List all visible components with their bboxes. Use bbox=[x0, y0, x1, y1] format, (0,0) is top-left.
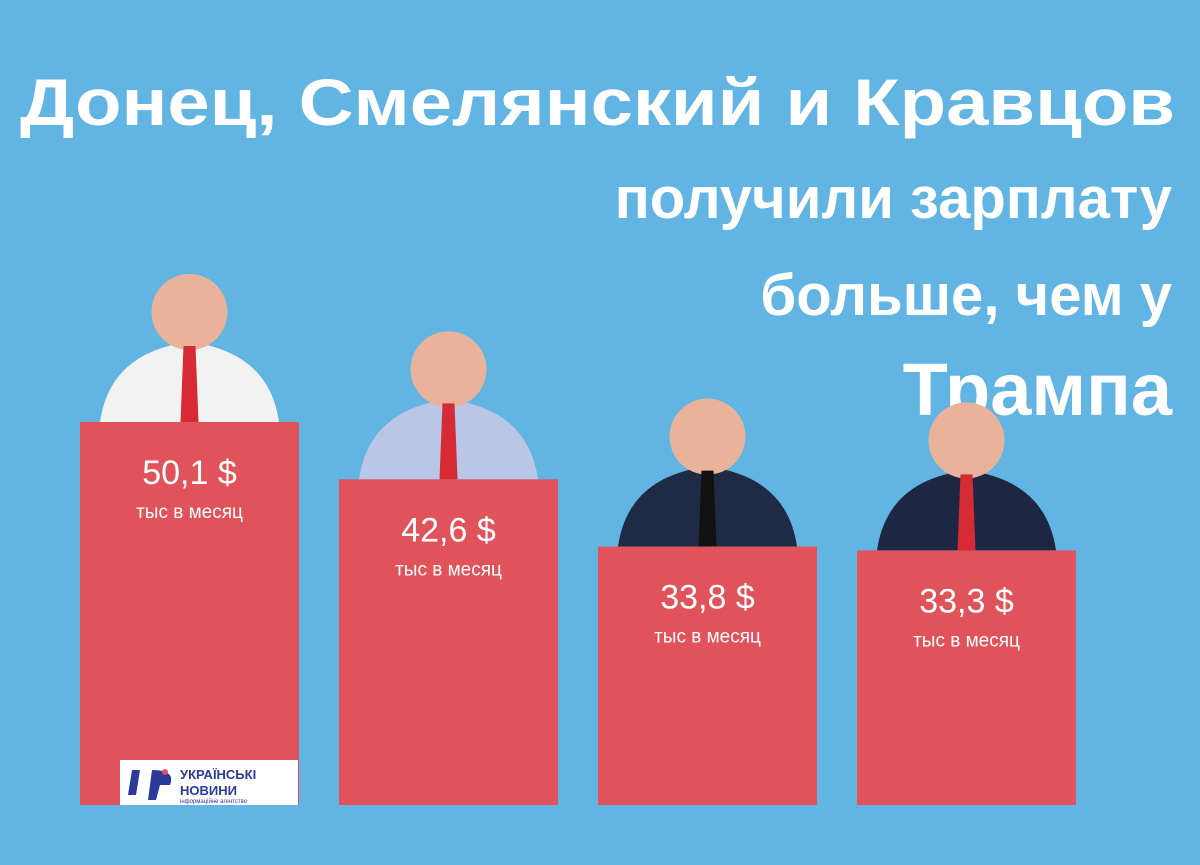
person-photo bbox=[877, 402, 1056, 551]
person-tie bbox=[439, 403, 458, 480]
unit-label: тыс в месяц bbox=[395, 559, 502, 580]
unit-label: тыс в месяц bbox=[136, 502, 243, 523]
logo-dot bbox=[162, 769, 168, 775]
person-photo bbox=[100, 274, 279, 422]
logo-name: НОВИНИ bbox=[180, 783, 237, 798]
unit-label: тыс в месяц bbox=[913, 630, 1020, 651]
logo-tagline: інформаційне агентство bbox=[180, 798, 248, 805]
bar bbox=[598, 546, 817, 805]
unit-label: тыс в месяц bbox=[654, 627, 761, 648]
person-tie bbox=[957, 474, 976, 551]
person-head bbox=[928, 402, 1005, 479]
person-tie bbox=[180, 346, 199, 422]
value-label: 33,8 $ bbox=[660, 579, 755, 617]
person-tie bbox=[698, 470, 717, 547]
bar bbox=[339, 479, 558, 805]
person-head bbox=[669, 398, 746, 475]
person-photo bbox=[618, 398, 797, 547]
person-head bbox=[410, 331, 487, 408]
value-label: 33,3 $ bbox=[919, 582, 1014, 620]
logo-name: УКРАЇНСЬКІ bbox=[180, 767, 256, 782]
title-line: больше, чем у bbox=[760, 263, 1172, 328]
title-line: Донец, Смелянский и Кравцов bbox=[20, 65, 1175, 139]
title-line: получили зарплату bbox=[615, 166, 1172, 231]
person-photo bbox=[359, 331, 538, 480]
logo-icon bbox=[128, 770, 172, 800]
person-head bbox=[151, 274, 228, 350]
value-label: 42,6 $ bbox=[401, 511, 496, 549]
bar bbox=[857, 550, 1076, 805]
value-label: 50,1 $ bbox=[142, 454, 237, 492]
bar bbox=[80, 422, 299, 805]
